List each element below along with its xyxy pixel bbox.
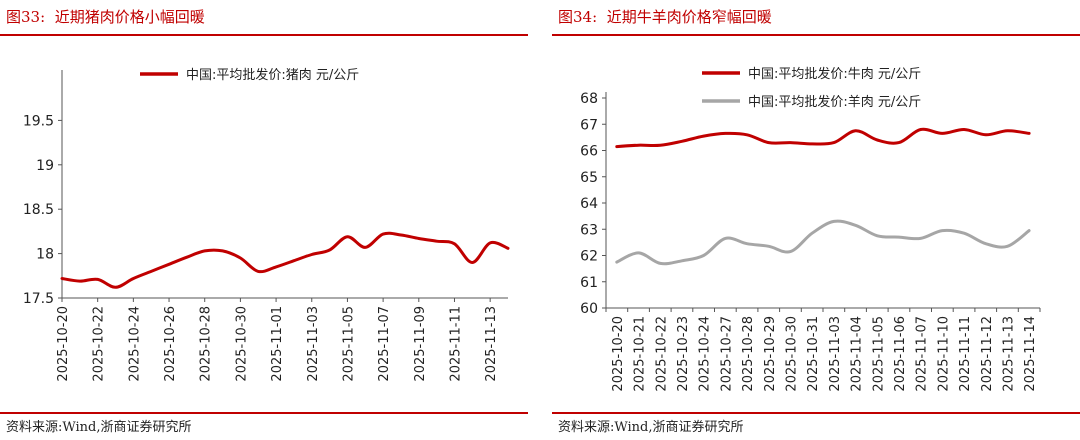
y-tick-label: 64 — [580, 196, 598, 212]
x-tick-label: 2025-10-27 — [719, 316, 734, 392]
x-tick-label: 2025-11-13 — [484, 306, 499, 382]
figure-title-text: 近期猪肉价格小幅回暖 — [54, 8, 205, 26]
x-tick-label: 2025-10-24 — [698, 316, 713, 392]
legend-label: 中国:平均批发价:牛肉 元/公斤 — [748, 66, 921, 82]
x-tick-label: 2025-10-23 — [676, 316, 691, 392]
x-tick-label: 2025-10-26 — [163, 306, 178, 382]
x-tick-label: 2025-11-07 — [915, 316, 930, 392]
title-rule — [552, 34, 1080, 36]
series-line-1 — [615, 127, 1031, 149]
figure-title: 图34: 近期牛羊肉价格窄幅回暖 — [558, 6, 772, 27]
x-tick-label: 2025-10-24 — [127, 306, 142, 382]
y-tick-label: 66 — [580, 144, 598, 160]
x-tick-label: 2025-11-07 — [377, 306, 392, 382]
chart-panel-beef-mutton: 图34: 近期牛羊肉价格窄幅回暖 60 61 62 63 64 65 66 67 68 2025-… — [552, 0, 1080, 440]
x-tick-label: 2025-11-11 — [449, 306, 464, 382]
source-note: 资料来源:Wind,浙商证券研究所 — [6, 420, 192, 435]
y-tick-label: 62 — [580, 249, 598, 265]
pork-price-chart: 17.5 18 18.5 19 19.5 2025-10-20 2025-10-22 2025… — [23, 67, 510, 382]
x-tick-label: 2025-11-05 — [871, 316, 886, 392]
series-line-2 — [615, 219, 1031, 266]
series-line-1 — [60, 231, 510, 289]
source-note: 资料来源:Wind,浙商证券研究所 — [558, 420, 744, 435]
x-tick-label: 2025-11-13 — [1001, 316, 1016, 392]
y-tick-label: 67 — [580, 117, 598, 133]
y-tick-label: 18 — [36, 247, 54, 263]
y-tick-label: 68 — [580, 91, 598, 107]
legend-label: 中国:平均批发价:羊肉 元/公斤 — [748, 94, 921, 110]
x-tick-label: 2025-10-28 — [199, 306, 214, 382]
x-tick-label: 2025-11-05 — [341, 306, 356, 382]
y-tick-label: 63 — [580, 222, 598, 238]
x-tick-label: 2025-10-29 — [763, 316, 778, 392]
x-tick-label: 2025-11-03 — [306, 306, 321, 382]
x-tick-label: 2025-11-12 — [980, 316, 995, 392]
x-tick-label: 2025-10-22 — [92, 306, 107, 382]
figure-label: 图33: — [6, 8, 46, 26]
x-tick-label: 2025-10-20 — [56, 306, 71, 382]
x-tick-label: 2025-10-28 — [741, 316, 756, 392]
x-tick-label: 2025-10-31 — [806, 316, 821, 392]
y-tick-label: 18.5 — [23, 202, 54, 218]
x-tick-label: 2025-11-01 — [270, 306, 285, 382]
figure-title: 图33: 近期猪肉价格小幅回暖 — [6, 6, 205, 27]
y-tick-label: 17.5 — [23, 291, 54, 307]
source-rule — [552, 412, 1080, 414]
figure-title-text: 近期牛羊肉价格窄幅回暖 — [606, 8, 772, 26]
x-tick-label: 2025-10-30 — [234, 306, 249, 382]
source-rule — [0, 412, 528, 414]
legend-label: 中国:平均批发价:猪肉 元/公斤 — [186, 67, 359, 83]
x-tick-label: 2025-10-22 — [654, 316, 669, 392]
y-tick-label: 65 — [580, 170, 598, 186]
x-tick-label: 2025-11-06 — [893, 316, 908, 392]
x-tick-label: 2025-11-14 — [1023, 316, 1038, 392]
y-tick-label: 19 — [36, 158, 54, 174]
x-tick-label: 2025-11-04 — [850, 316, 865, 392]
x-tick-label: 2025-11-09 — [413, 306, 428, 382]
x-tick-label: 2025-10-20 — [611, 316, 626, 392]
x-tick-label: 2025-11-03 — [828, 316, 843, 392]
y-tick-label: 61 — [580, 275, 598, 291]
chart-panel-pork: 图33: 近期猪肉价格小幅回暖 17.5 18 18.5 19 19.5 2025-10-… — [0, 0, 528, 440]
title-rule — [0, 34, 528, 36]
figure-label: 图34: — [558, 8, 598, 26]
y-tick-label: 60 — [580, 301, 598, 317]
x-tick-label: 2025-11-10 — [936, 316, 951, 392]
y-tick-label: 19.5 — [23, 113, 54, 129]
x-tick-label: 2025-10-30 — [784, 316, 799, 392]
x-tick-label: 2025-11-11 — [958, 316, 973, 392]
beef-mutton-price-chart: 60 61 62 63 64 65 66 67 68 2025-10-20 2025-10-21 20… — [580, 66, 1041, 392]
x-tick-label: 2025-10-21 — [633, 316, 648, 392]
